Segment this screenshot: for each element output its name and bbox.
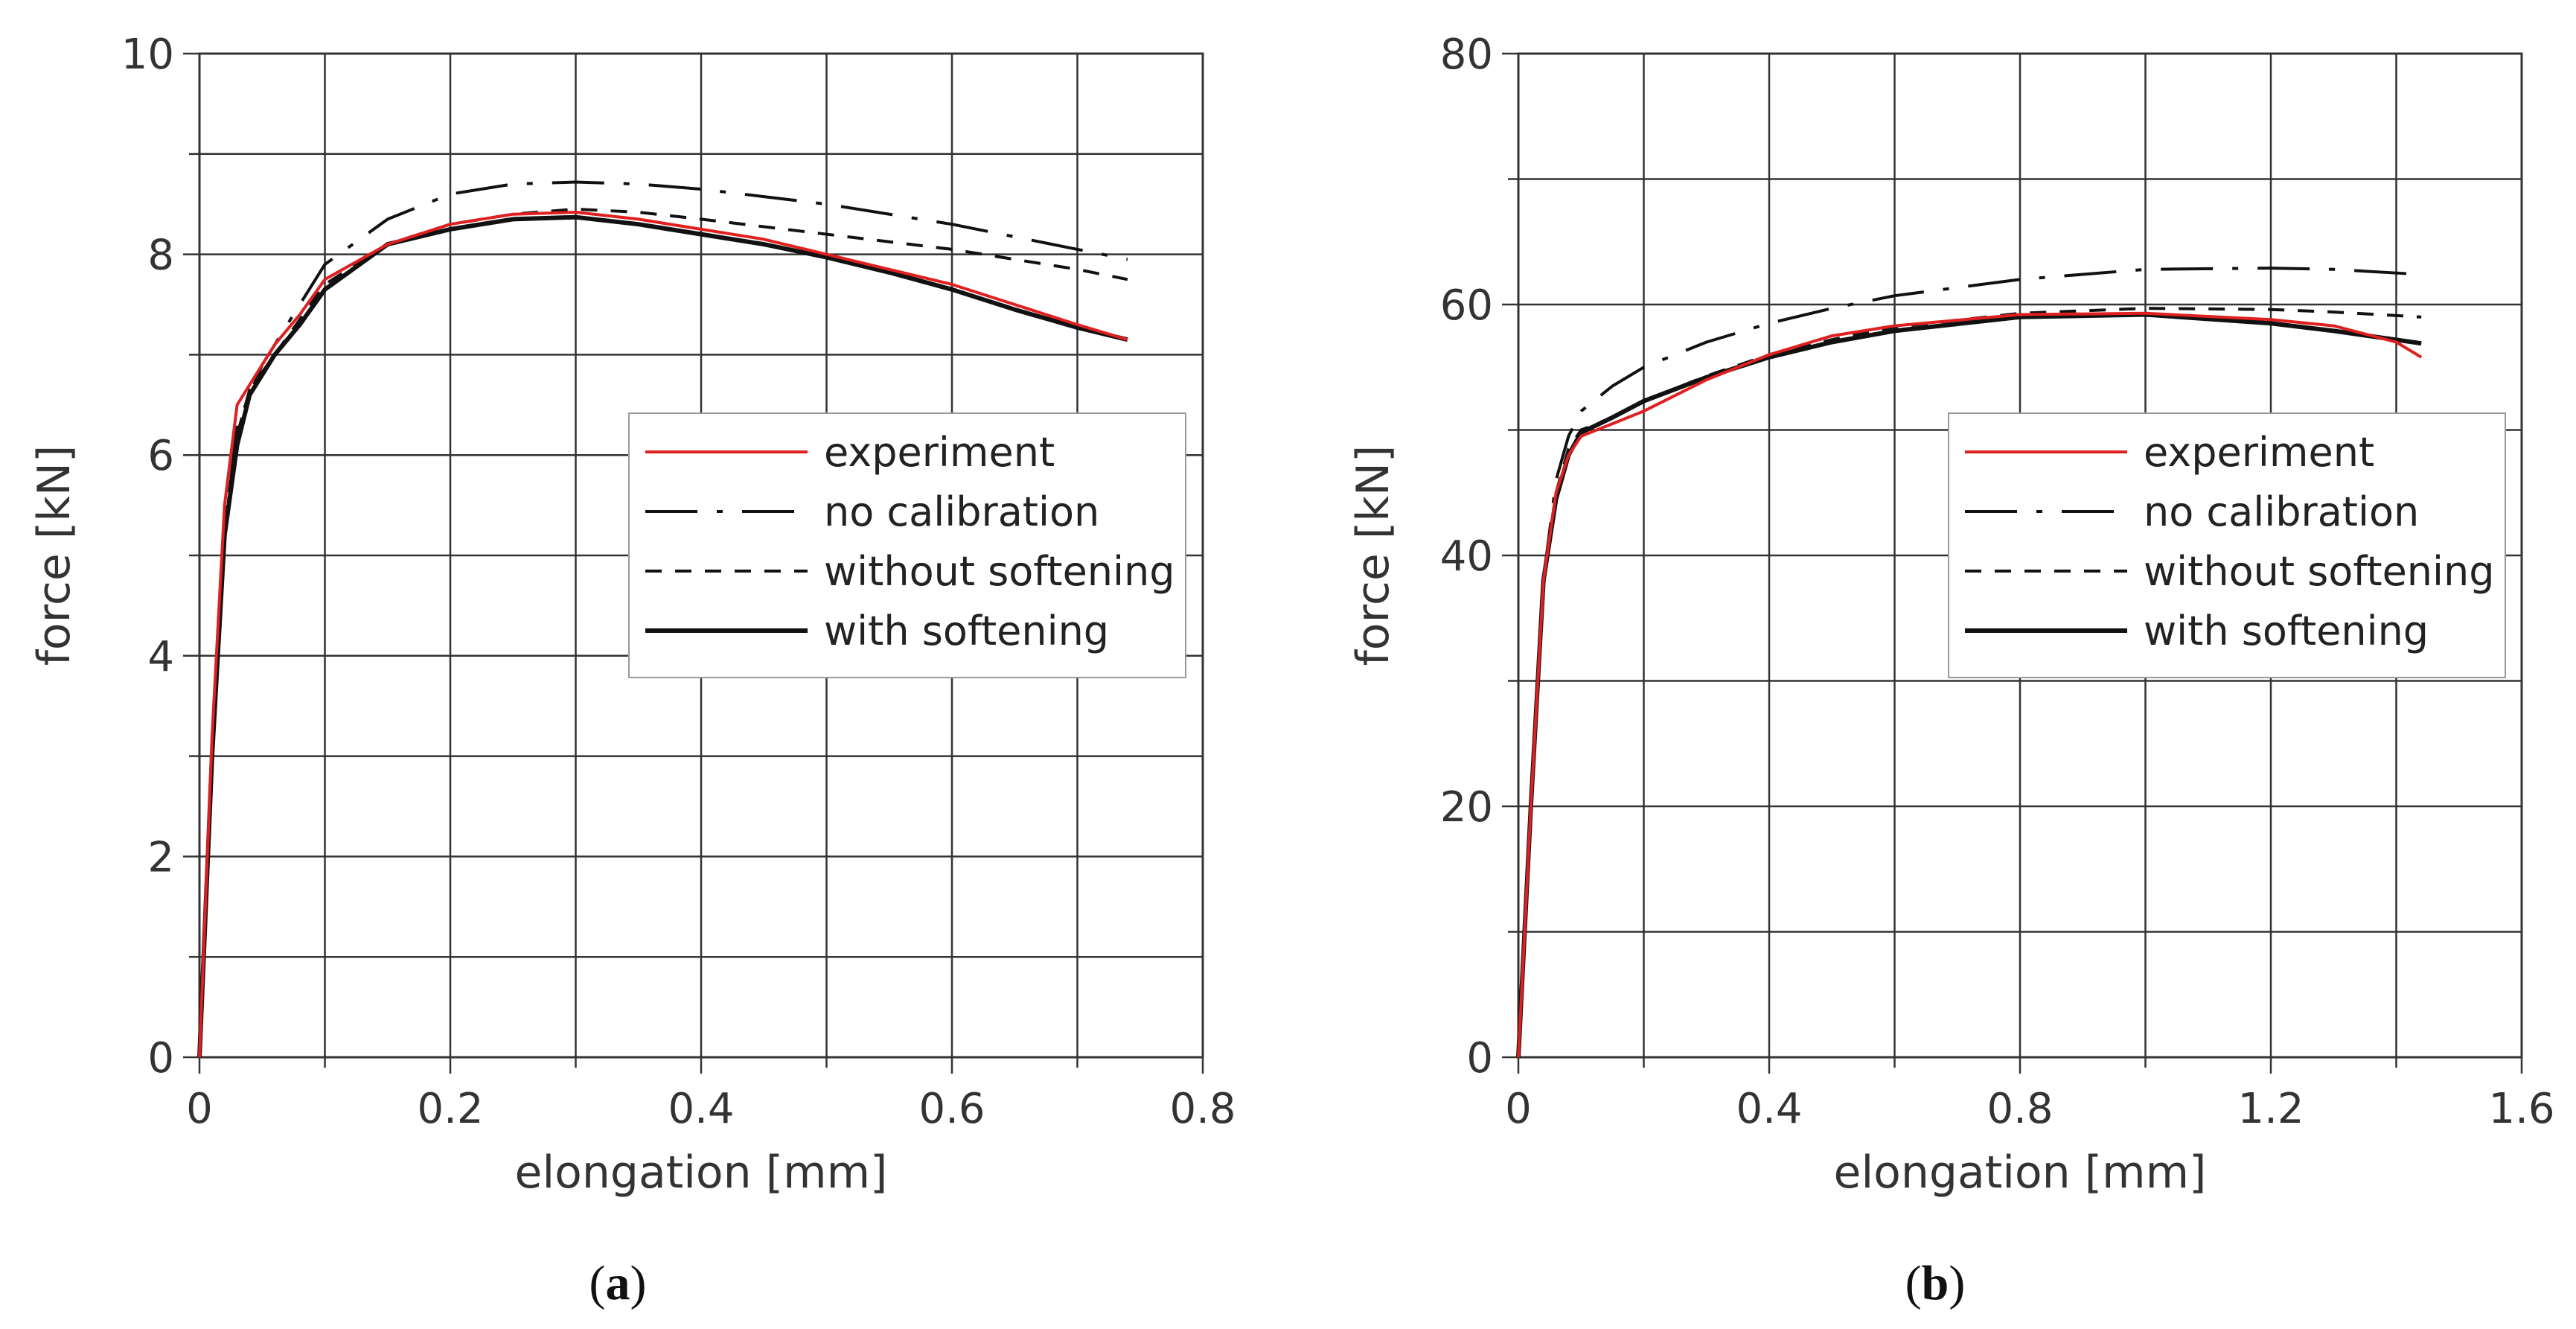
x-tick-label: 0.4 bbox=[668, 1085, 734, 1133]
y-tick-label: 10 bbox=[121, 31, 174, 79]
y-tick-label: 8 bbox=[147, 232, 174, 280]
series-line-experiment bbox=[198, 211, 1128, 1058]
legend-entry-label: no calibration bbox=[824, 488, 1099, 535]
subfigure-label: (a) bbox=[589, 1256, 647, 1310]
chart-panel-b: 0 0.4 0.8 1.2 1.6 0 20 40 60 80 elongation [mm] for… bbox=[1347, 31, 2555, 1310]
legend-entry-label: without softening bbox=[2144, 548, 2495, 595]
y-tick-label: 2 bbox=[147, 833, 174, 882]
y-axis-label: force [kN] bbox=[1347, 445, 1399, 666]
x-tick-label: 1.6 bbox=[2488, 1085, 2554, 1133]
legend-entry-label: with softening bbox=[2144, 608, 2429, 654]
x-tick-label: 0.6 bbox=[918, 1085, 985, 1133]
y-tick-label: 80 bbox=[1440, 31, 1493, 79]
series-line-no-calibration bbox=[1517, 267, 2422, 1058]
x-tick-label: 0.8 bbox=[1169, 1085, 1236, 1133]
y-tick-label: 40 bbox=[1440, 532, 1493, 581]
legend: experiment no calibration without softenin… bbox=[628, 412, 1186, 678]
subfigure-label: (b) bbox=[1905, 1256, 1966, 1310]
legend-entry-label: experiment bbox=[824, 429, 1055, 476]
series-line-experiment bbox=[1517, 311, 2423, 1058]
y-tick-label: 20 bbox=[1440, 783, 1493, 832]
legend-box bbox=[628, 412, 1186, 678]
y-axis-label: force [kN] bbox=[28, 445, 80, 666]
x-axis-label: elongation [mm] bbox=[515, 1147, 888, 1199]
plot-frame bbox=[198, 52, 1204, 1059]
legend: experiment no calibration without softenin… bbox=[1948, 412, 2506, 678]
y-tick-label: 6 bbox=[147, 432, 174, 480]
x-tick-label: 1.2 bbox=[2237, 1085, 2304, 1133]
legend-entry-label: with softening bbox=[824, 608, 1109, 654]
x-tick-label: 0 bbox=[1505, 1085, 1532, 1133]
legend-entry-label: experiment bbox=[2144, 429, 2374, 476]
x-tick-label: 0 bbox=[186, 1085, 213, 1133]
x-tick-label: 0.8 bbox=[1987, 1085, 2053, 1133]
y-tick-label: 4 bbox=[147, 633, 174, 681]
y-tick-label: 0 bbox=[147, 1034, 174, 1083]
x-tick-label: 0.2 bbox=[417, 1085, 483, 1133]
series-line-with-softening bbox=[197, 214, 1128, 1058]
plot-frame bbox=[1517, 52, 2523, 1059]
legend-entry-label: no calibration bbox=[2144, 488, 2419, 535]
chart-panel-a: 0 0.2 0.4 0.6 0.8 0 2 4 6 8 10 elongation [mm] force… bbox=[28, 31, 1236, 1310]
legend-entry-label: without softening bbox=[824, 548, 1175, 595]
y-tick-label: 0 bbox=[1466, 1034, 1493, 1083]
y-tick-label: 60 bbox=[1440, 281, 1493, 330]
x-axis-label: elongation [mm] bbox=[1834, 1147, 2207, 1199]
legend-box bbox=[1948, 412, 2506, 678]
x-tick-label: 0.4 bbox=[1736, 1085, 1802, 1133]
